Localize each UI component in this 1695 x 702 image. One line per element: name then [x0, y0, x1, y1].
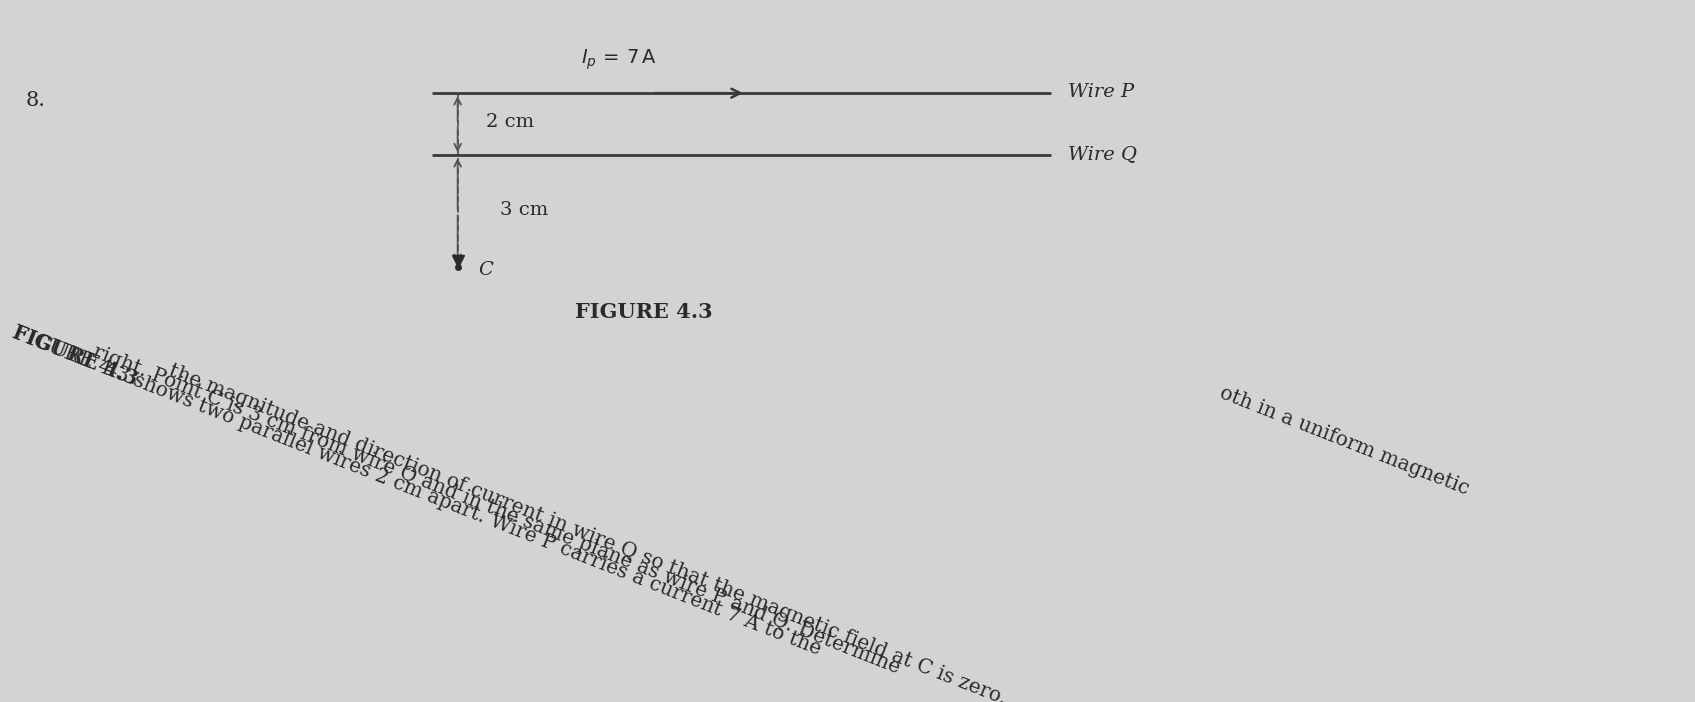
Text: 3 cm: 3 cm: [500, 201, 547, 218]
Text: Wire P: Wire P: [1068, 84, 1134, 101]
Text: FIGURE 4.3: FIGURE 4.3: [575, 303, 714, 322]
Text: the magnitude and direction of current in wire Q so that the magnetic field at C: the magnitude and direction of current i…: [166, 362, 1009, 702]
Text: oth in a uniform magnetic: oth in a uniform magnetic: [1217, 383, 1471, 498]
Text: right. Point C is 3 cm from wire Q and in the same plane as wire P and Q. Determ: right. Point C is 3 cm from wire Q and i…: [90, 343, 902, 677]
Text: 2 cm: 2 cm: [486, 113, 534, 131]
Text: 8.: 8.: [25, 91, 46, 110]
Text: $I_p\,{=}\,7\,\mathrm{A}$: $I_p\,{=}\,7\,\mathrm{A}$: [581, 48, 656, 72]
Text: FIGURE 4.3 shows two parallel wires 2 cm apart. Wire P carries a current 7 A to : FIGURE 4.3 shows two parallel wires 2 cm…: [10, 323, 824, 658]
Text: C: C: [478, 260, 493, 279]
Text: FIGURE 4.3: FIGURE 4.3: [10, 322, 141, 390]
Text: Wire Q: Wire Q: [1068, 145, 1137, 164]
